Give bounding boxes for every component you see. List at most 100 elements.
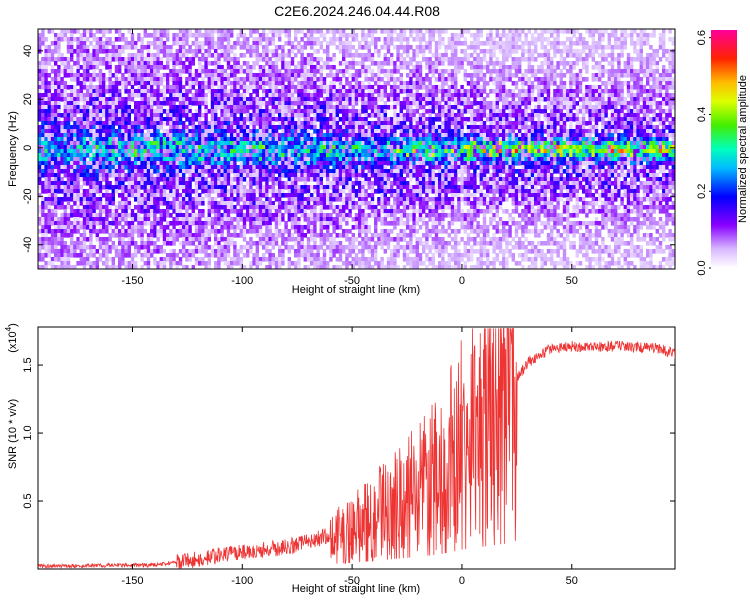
heatmap-cell <box>98 245 103 250</box>
heatmap-cell <box>178 241 183 246</box>
heatmap-cell <box>153 129 157 134</box>
heatmap-cell <box>265 177 269 182</box>
heatmap-cell <box>226 89 231 94</box>
heatmap-cell <box>230 165 234 170</box>
heatmap-cell <box>274 49 279 54</box>
heatmap-cell <box>89 241 93 246</box>
heatmap-cell <box>198 29 202 34</box>
heatmap-cell <box>303 169 307 174</box>
heatmap-cell <box>188 181 192 186</box>
heatmap-cell <box>306 53 311 58</box>
heatmap-cell <box>326 161 330 166</box>
heatmap-cell <box>70 77 74 82</box>
heatmap-cell <box>114 169 119 174</box>
heatmap-cell <box>178 97 183 102</box>
heatmap-cell <box>191 101 195 106</box>
heatmap-cell <box>175 53 179 58</box>
heatmap-cell <box>66 165 71 170</box>
heatmap-cell <box>319 205 323 210</box>
heatmap-cell <box>345 149 349 154</box>
heatmap-cell <box>127 117 131 122</box>
heatmap-cell <box>70 209 74 214</box>
heatmap-cell <box>274 61 279 66</box>
heatmap-cell <box>143 57 147 62</box>
heatmap-cell <box>297 65 301 70</box>
heatmap-cell <box>306 93 311 98</box>
heatmap-cell <box>182 61 186 66</box>
heatmap-cell <box>124 137 128 142</box>
heatmap-cell <box>326 109 330 114</box>
heatmap-cell <box>262 145 266 150</box>
heatmap-cell <box>130 261 135 266</box>
heatmap-cell <box>124 57 128 62</box>
heatmap-cell <box>108 61 112 66</box>
heatmap-cell <box>345 129 349 134</box>
heatmap-cell <box>44 49 48 54</box>
heatmap-cell <box>178 133 183 138</box>
heatmap-cell <box>342 165 346 170</box>
heatmap-cell <box>66 109 71 114</box>
heatmap-cell <box>60 93 64 98</box>
heatmap-cell <box>166 157 170 162</box>
heatmap-cell <box>79 141 83 146</box>
heatmap-cell <box>233 197 237 202</box>
heatmap-cell <box>140 209 144 214</box>
heatmap-cell <box>294 261 298 266</box>
heatmap-cell <box>143 65 147 70</box>
heatmap-cell <box>246 125 250 130</box>
heatmap-cell <box>310 57 314 62</box>
heatmap-cell <box>134 241 138 246</box>
heatmap-cell <box>89 77 93 82</box>
heatmap-cell <box>332 133 336 138</box>
heatmap-cell <box>281 49 285 54</box>
heatmap-cell <box>118 89 122 94</box>
heatmap-cell <box>73 125 77 130</box>
heatmap-cell <box>281 145 285 150</box>
heatmap-cell <box>95 125 99 130</box>
heatmap-cell <box>169 133 173 138</box>
heatmap-cell <box>188 33 192 38</box>
heatmap-cell <box>156 37 160 42</box>
heatmap-cell <box>124 97 128 102</box>
heatmap-cell <box>303 77 307 82</box>
heatmap-cell <box>54 209 58 214</box>
heatmap-cell <box>86 109 90 114</box>
heatmap-cell <box>201 225 205 230</box>
heatmap-cell <box>66 185 71 190</box>
heatmap-cell <box>345 237 349 242</box>
heatmap-cell <box>172 121 176 126</box>
heatmap-cell <box>159 121 163 126</box>
heatmap-cell <box>236 197 240 202</box>
heatmap-cell <box>108 245 112 250</box>
heatmap-cell <box>268 137 272 142</box>
heatmap-cell <box>214 149 218 154</box>
heatmap-cell <box>342 117 346 122</box>
heatmap-cell <box>345 213 349 218</box>
heatmap-cell <box>130 109 135 114</box>
heatmap-cell <box>255 241 259 246</box>
heatmap-cell <box>60 113 64 118</box>
heatmap-cell <box>127 109 131 114</box>
heatmap-cell <box>105 149 109 154</box>
heatmap-cell <box>118 121 122 126</box>
heatmap-cell <box>236 37 240 42</box>
heatmap-cell <box>38 109 42 114</box>
heatmap-cell <box>111 245 115 250</box>
heatmap-cell <box>82 213 87 218</box>
heatmap-cell <box>226 73 231 78</box>
heatmap-cell <box>146 65 151 70</box>
heatmap-cell <box>60 177 64 182</box>
heatmap-cell <box>146 149 151 154</box>
heatmap-cell <box>50 137 55 142</box>
heatmap-cell <box>118 133 122 138</box>
heatmap-cell <box>246 73 250 78</box>
heatmap-cell <box>271 217 275 222</box>
heatmap-cell <box>338 137 343 142</box>
heatmap-cell <box>146 193 151 198</box>
heatmap-cell <box>102 149 106 154</box>
heatmap-cell <box>310 209 314 214</box>
heatmap-cell <box>140 49 144 54</box>
heatmap-cell <box>89 265 93 269</box>
heatmap-cell <box>281 149 285 154</box>
heatmap-cell <box>86 125 90 130</box>
